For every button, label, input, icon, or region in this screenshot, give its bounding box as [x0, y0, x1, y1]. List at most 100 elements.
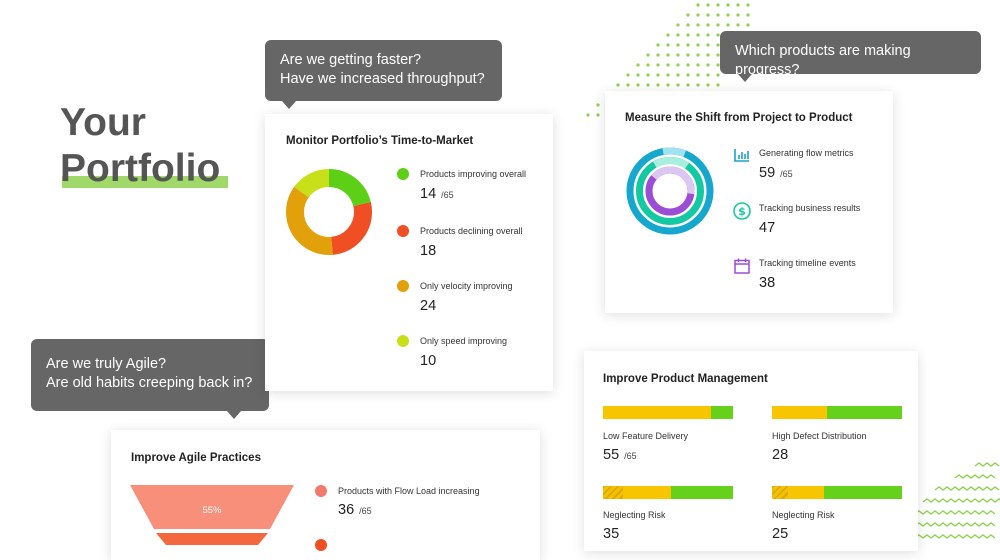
value: 28: [772, 447, 789, 463]
legend-label: Neglecting Risk: [603, 510, 666, 520]
legend-dot: [315, 485, 327, 497]
decor-dot: [626, 73, 630, 77]
decor-dot: [586, 113, 590, 117]
decor-dot: [636, 63, 640, 67]
legend-label: Products with Flow Load increasing: [338, 486, 480, 496]
legend-dot: [397, 225, 409, 237]
decor-dot: [716, 53, 720, 57]
decor-dot: [666, 63, 670, 67]
decor-dot: [696, 23, 700, 27]
value-denominator: /65: [780, 169, 793, 179]
hero-heading: Your Portfolio: [60, 100, 228, 192]
decor-dot: [716, 43, 720, 47]
decor-dot: [746, 13, 750, 17]
decor-dot: [746, 23, 750, 27]
value: 25: [772, 526, 789, 542]
value: 24: [420, 298, 437, 314]
decor-dot: [656, 53, 660, 57]
bar-chart-icon: [734, 149, 749, 162]
card-title: Improve Agile Practices: [131, 452, 261, 464]
card-title: Improve Product Management: [603, 373, 768, 385]
decor-dot: [726, 3, 730, 7]
decor-dot: [596, 113, 600, 117]
concentric-rings-chart: [626, 147, 714, 235]
decor-dot: [646, 63, 650, 67]
decor-dot: [676, 83, 680, 87]
decor-dot: [656, 43, 660, 47]
legend-value: 38: [759, 275, 775, 291]
decor-dot: [616, 83, 620, 87]
decor-dot: [636, 73, 640, 77]
legend-label: Only velocity improving: [420, 281, 513, 291]
card-title: Monitor Portfolio’s Time-to-Market: [286, 135, 474, 147]
dollar-icon: $: [733, 202, 751, 220]
legend-label: Neglecting Risk: [772, 510, 835, 520]
donut-slice: [286, 169, 372, 255]
project-to-product-card: Measure the Shift from Project to Produc…: [605, 91, 893, 313]
decor-dot: [716, 13, 720, 17]
legend-dot: [397, 168, 409, 180]
calendar-icon: [734, 258, 750, 274]
decor-dot: [646, 53, 650, 57]
wave-pattern: [915, 462, 1000, 539]
decor-dot: [706, 73, 710, 77]
decor-dot: [706, 53, 710, 57]
bubble-line: Which products are making progress?: [735, 43, 911, 78]
decor-dot: [686, 53, 690, 57]
decor-dot: [676, 73, 680, 77]
legend-value: 47: [759, 220, 775, 236]
decor-dot: [666, 53, 670, 57]
legend-value: 35: [603, 526, 619, 542]
legend-value: 59/65: [759, 165, 793, 181]
decor-dot: [736, 13, 740, 17]
decor-dot: [746, 3, 750, 7]
bar-segment-green: [670, 486, 733, 499]
value-denominator: /65: [624, 451, 637, 461]
legend-value: 24: [420, 298, 436, 314]
value: 55: [603, 447, 620, 463]
card-title: Measure the Shift from Project to Produc…: [625, 112, 853, 124]
decor-dot: [686, 83, 690, 87]
decor-dot: [696, 13, 700, 17]
decor-dot: [686, 73, 690, 77]
progress-bar: [603, 486, 733, 499]
bar-segment-solid: [623, 486, 671, 499]
decor-dot: [696, 63, 700, 67]
question-bubble-progress: Which products are making progress?: [720, 31, 981, 82]
value: 14: [420, 186, 437, 202]
bubble-line: Are we truly Agile?: [46, 356, 167, 372]
decor-dot: [676, 33, 680, 37]
value: 35: [603, 526, 620, 542]
bar-segment-yellow: [772, 486, 824, 499]
decor-dot: [736, 23, 740, 27]
legend-label: Products declining overall: [420, 226, 523, 236]
decor-dot: [716, 3, 720, 7]
bar-segment-hatched: [603, 486, 624, 499]
legend-label: Products improving overall: [420, 169, 527, 179]
bar-segment-hatched: [772, 486, 788, 499]
value-denominator: /65: [359, 506, 372, 516]
bar-segment-yellow: [603, 486, 671, 499]
decor-dot: [716, 33, 720, 37]
decor-dot: [676, 23, 680, 27]
decor-dot: [596, 103, 600, 107]
decor-dot: [636, 83, 640, 87]
decor-dot: [716, 83, 720, 87]
decor-dot: [656, 63, 660, 67]
legend-label: Only speed improving: [420, 336, 508, 346]
legend-label: Low Feature Delivery: [603, 431, 689, 441]
decor-dot: [706, 33, 710, 37]
legend-label: Tracking timeline events: [759, 258, 856, 268]
decor-dot: [666, 43, 670, 47]
progress-bar: [603, 406, 733, 419]
decor-dot: [646, 73, 650, 77]
decor-dot: [726, 23, 730, 27]
ttm-donut-chart: [286, 169, 372, 255]
legend-label: Tracking business results: [759, 203, 861, 213]
product-management-card: Improve Product Management Low Feature D…: [584, 351, 918, 551]
question-bubble-agile: Are we truly Agile? Are old habits creep…: [31, 339, 269, 419]
decor-dot: [696, 43, 700, 47]
decor-dot: [696, 83, 700, 87]
value: 18: [420, 243, 437, 259]
decor-dot: [686, 13, 690, 17]
